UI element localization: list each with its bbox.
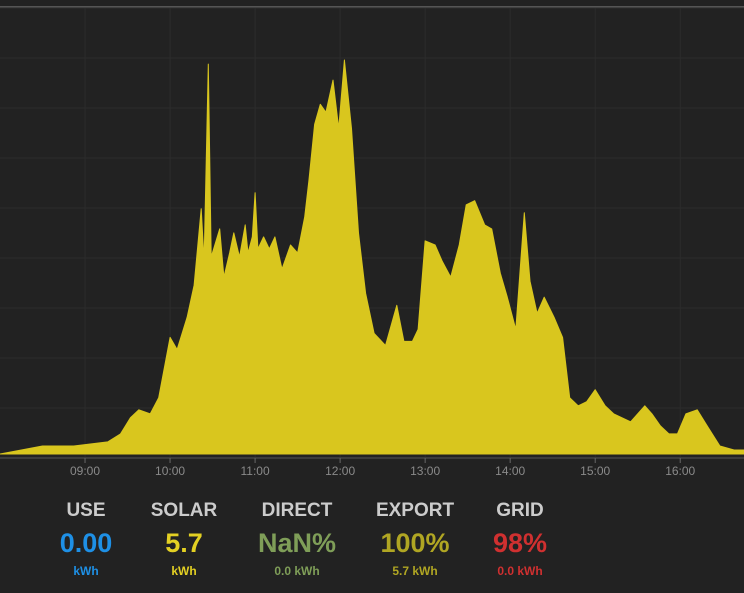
stat-solar: SOLAR 5.7 kWh: [124, 498, 244, 579]
x-tick-label: 16:00: [665, 464, 695, 478]
stat-direct-sub: 0.0 kWh: [274, 564, 320, 578]
x-tick-label: 11:00: [241, 464, 270, 478]
stat-grid: GRID 98% 0.0 kWh: [460, 498, 580, 579]
stat-direct: DIRECT NaN% 0.0 kWh: [237, 498, 357, 579]
x-tick-label: 14:00: [495, 464, 525, 478]
stat-use: USE 0.00 kWh: [26, 498, 146, 579]
solar-area-series: [0, 59, 744, 455]
stat-export-value: 100%: [380, 528, 450, 558]
stat-direct-value: NaN%: [257, 528, 337, 558]
stat-solar-title: SOLAR: [150, 500, 218, 521]
stat-export-title: EXPORT: [375, 500, 455, 521]
stat-solar-sub: kWh: [171, 564, 197, 578]
x-tick-label: 10:00: [155, 464, 185, 478]
stat-grid-value: 98%: [492, 528, 548, 558]
x-tick-label: 15:00: [580, 464, 610, 478]
x-tick-label: 13:00: [410, 464, 440, 478]
x-tick-label: 09:00: [70, 464, 100, 478]
x-tick-label: 12:00: [325, 464, 355, 478]
stat-use-sub: kWh: [73, 564, 99, 578]
stat-use-value: 0.00: [59, 528, 113, 558]
summary-stats: USE 0.00 kWh SOLAR 5.7 kWh DIRECT NaN% 0…: [0, 498, 744, 593]
header-divider: [0, 0, 744, 8]
stat-export: EXPORT 100% 5.7 kWh: [355, 498, 475, 579]
solar-power-chart[interactable]: 09:00 10:00 11:00 12:00 13:00 14:00 15:00 16:00: [0, 0, 744, 485]
stat-direct-title: DIRECT: [261, 500, 333, 521]
x-axis-ticks: 09:00 10:00 11:00 12:00 13:00 14:00 15:00 16:00: [70, 458, 696, 478]
stat-grid-title: GRID: [496, 500, 544, 521]
stat-grid-sub: 0.0 kWh: [497, 564, 543, 578]
stat-export-sub: 5.7 kWh: [392, 564, 438, 578]
stat-use-title: USE: [66, 500, 106, 521]
stat-solar-value: 5.7: [165, 528, 203, 558]
